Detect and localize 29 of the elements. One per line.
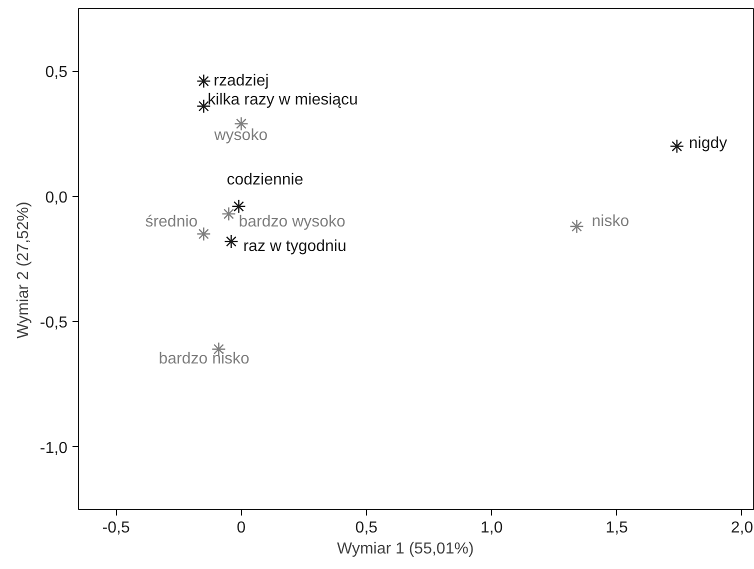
x-tick-label: 1,0: [480, 520, 503, 536]
y-tick-label: -0,5: [40, 314, 68, 332]
annotation: codziennie: [226, 171, 304, 188]
annotation: wysoko: [213, 127, 268, 144]
y-axis-title: Wymiar 2 (27,52%): [14, 202, 32, 339]
annotation: rzadziej: [214, 72, 269, 90]
annotation: nigdy: [688, 134, 728, 152]
annotation: kilka razy w miesiącu: [208, 92, 358, 109]
annotation: średnio: [145, 213, 198, 230]
y-tick-label: 0,0: [45, 189, 68, 206]
x-tick-label: 2,0: [730, 520, 754, 536]
x-tick-label: 1,5: [606, 520, 628, 536]
x-tick-label: -0,5: [102, 520, 130, 536]
annotation: raz w tygodniu: [243, 238, 346, 255]
point: [222, 206, 236, 222]
point: [224, 234, 238, 249]
y-tick-label: -1,0: [40, 440, 68, 457]
point: [196, 226, 211, 242]
x-axis-title: Wymiar 1 (55,01%): [336, 540, 474, 558]
point: [670, 139, 684, 154]
annotation: nisko: [592, 212, 630, 230]
point: [196, 74, 211, 88]
x-tick-label: 0: [236, 520, 246, 536]
y-tick-label: 0,5: [45, 64, 68, 82]
point: [570, 219, 584, 234]
point: [232, 199, 246, 214]
x-tick-label: 0,5: [355, 520, 378, 536]
annotation: bardzo wysoko: [238, 213, 346, 230]
annotation: bardzo nisko: [158, 350, 250, 368]
